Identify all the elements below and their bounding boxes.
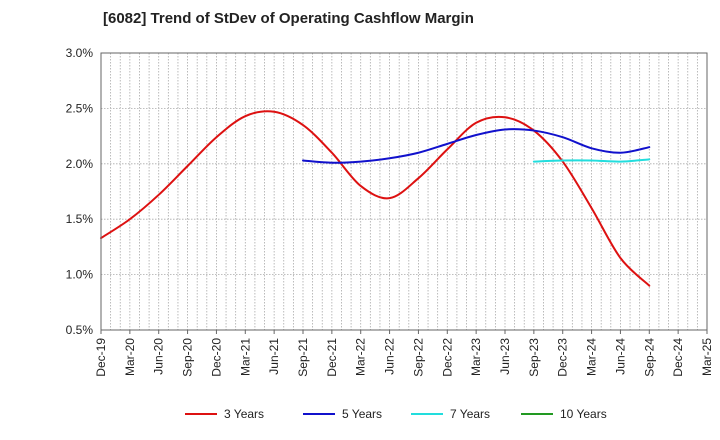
- x-tick-label: Dec-24: [671, 338, 685, 377]
- y-tick-label: 0.5%: [66, 323, 94, 337]
- y-tick-label: 2.0%: [66, 157, 94, 171]
- x-tick-label: Dec-20: [209, 338, 223, 377]
- chart-title: [6082] Trend of StDev of Operating Cashf…: [103, 10, 474, 27]
- plot-border: [100, 52, 708, 331]
- x-tick-label: Mar-22: [354, 338, 368, 376]
- x-tick-label: Sep-22: [411, 338, 425, 377]
- legend-label-3-years: 3 Years: [224, 407, 264, 421]
- x-tick-label: Jun-23: [498, 338, 512, 375]
- x-tick-label: Dec-22: [440, 338, 454, 377]
- x-tick-label: Mar-23: [469, 338, 483, 376]
- series-line-7-years: [532, 158, 651, 163]
- x-tick-label: Sep-23: [527, 338, 541, 377]
- x-tick-label: Mar-20: [123, 338, 137, 376]
- series-lines: [100, 110, 651, 287]
- y-tick-label: 3.0%: [66, 46, 94, 60]
- x-tick-label: Mar-24: [585, 338, 599, 376]
- x-tick-label: Sep-20: [181, 338, 195, 377]
- legend-label-5-years: 5 Years: [342, 407, 382, 421]
- series-line-5-years: [302, 128, 651, 164]
- series-line-3-years: [100, 110, 651, 287]
- x-tick-label: Jun-21: [267, 338, 281, 375]
- x-tick-label: Jun-20: [152, 338, 166, 375]
- legend-label-10-years: 10 Years: [560, 407, 607, 421]
- x-tick-label: Jun-24: [613, 338, 627, 375]
- x-tick-label: Mar-25: [700, 338, 714, 376]
- x-tick-label: Mar-21: [238, 338, 252, 376]
- y-tick-label: 1.0%: [66, 268, 94, 282]
- plot-frame: [100, 52, 708, 331]
- legend: 3 Years 5 Years 7 Years 10 Years: [185, 407, 607, 421]
- x-tick-label: Dec-19: [94, 338, 108, 377]
- x-tick-label: Jun-22: [383, 338, 397, 375]
- x-tick-label: Dec-21: [325, 338, 339, 377]
- y-axis-ticks: 0.5% 1.0% 1.5% 2.0% 2.5% 3.0%: [66, 46, 94, 337]
- legend-label-7-years: 7 Years: [450, 407, 490, 421]
- y-tick-label: 1.5%: [66, 212, 94, 226]
- y-tick-label: 2.5%: [66, 101, 94, 115]
- x-tick-label: Dec-23: [556, 338, 570, 377]
- x-axis-ticks: Dec-19 Mar-20 Jun-20 Sep-20 Dec-20 Mar-21 Jun-…: [94, 330, 714, 377]
- x-tick-label: Sep-21: [296, 338, 310, 377]
- x-tick-label: Sep-24: [642, 338, 656, 377]
